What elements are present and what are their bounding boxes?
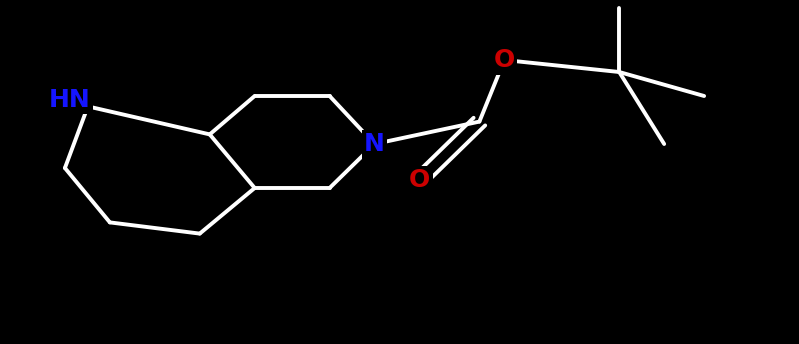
Text: N: N [364, 132, 385, 156]
Text: O: O [409, 168, 430, 192]
Text: HN: HN [49, 88, 91, 112]
Text: O: O [494, 48, 515, 72]
